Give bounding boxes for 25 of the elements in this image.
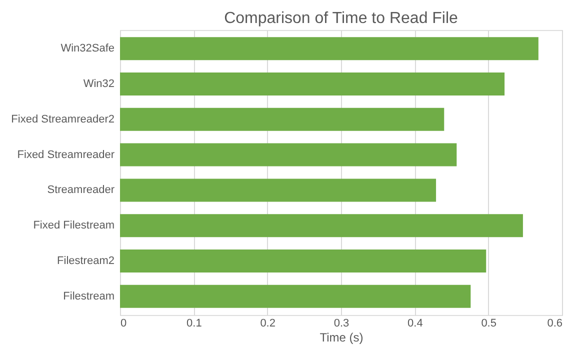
chart-title: Comparison of Time to Read File: [224, 10, 458, 27]
y-tick-label: Streamreader: [47, 184, 115, 196]
x-axis-title: Time (s): [320, 330, 364, 344]
y-tick-label: Filestream2: [57, 255, 114, 268]
x-tick-label: 0.2: [260, 318, 276, 330]
y-tick-label: Fixed Streamreader2: [11, 113, 114, 126]
bar: [120, 37, 538, 60]
y-tick-label: Win32Safe: [60, 42, 114, 55]
bar: [120, 214, 523, 238]
x-tick-label: 0.1: [186, 318, 202, 330]
bar: [120, 284, 471, 308]
bar: [120, 72, 505, 96]
x-tick-label: 0.3: [334, 318, 350, 330]
y-tick-label: Fixed Streamreader: [17, 148, 115, 161]
bar: [120, 143, 457, 166]
y-tick-label: Fixed Filestream: [33, 220, 114, 232]
x-tick-label: 0: [120, 318, 127, 330]
x-tick-label: 0.5: [481, 318, 496, 330]
y-tick-label: Filestream: [63, 290, 114, 302]
bar: [120, 178, 436, 202]
bar: [120, 250, 486, 273]
x-tick-label: 0.6: [547, 318, 562, 330]
x-tick-label: 0.4: [408, 318, 423, 330]
bar: [120, 108, 444, 131]
y-tick-label: Win32: [83, 78, 114, 90]
